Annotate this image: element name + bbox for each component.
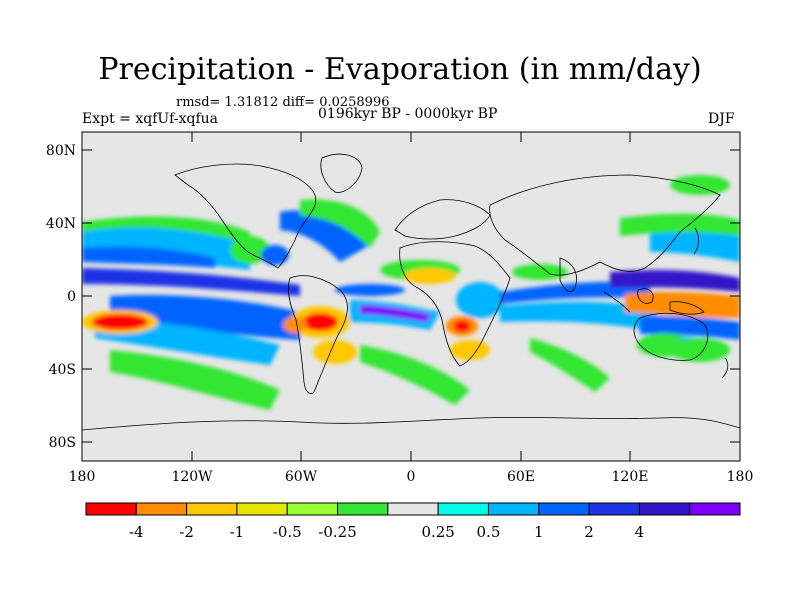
west-africa-orange: [404, 268, 456, 284]
rmsd-diff-stats: rmsd= 1.31812 diff= 0.0258996: [176, 95, 390, 110]
equatorial-pacific-band: [82, 268, 300, 296]
colorbar-swatch: [286, 502, 339, 516]
sumatra-coast: [603, 291, 631, 313]
southeast-pacific-dry-core: [92, 314, 148, 330]
colorbar-swatch: [588, 502, 640, 516]
lon-label-120w: 120W: [171, 469, 213, 485]
south-pacific-blue: [110, 294, 300, 340]
colorbar-label: 4: [635, 523, 645, 541]
north-pacific-wet-core: [82, 246, 215, 268]
southern-ocean-east-green: [670, 338, 730, 362]
antarctica-coast: [82, 417, 740, 431]
south-america-coast: [288, 275, 348, 394]
japan-coast: [693, 227, 700, 255]
lon-label-120e: 120E: [612, 469, 649, 485]
colorbar-label: -0.25: [318, 523, 356, 541]
colorbar-label: -1: [230, 523, 245, 541]
southern-ocean-indian-green: [530, 338, 610, 392]
time-period-label: 0196kyr BP - 0000kyr BP: [318, 106, 498, 122]
lon-label-0: 0: [407, 469, 416, 485]
west-pacific-purple: [610, 270, 740, 292]
siberia-green: [670, 175, 730, 195]
lon-label-180e: 180: [727, 469, 754, 485]
southern-ocean-pacific-green: [110, 350, 280, 410]
northwest-pacific-green: [620, 213, 740, 236]
lat-label-40n: 40N: [46, 216, 76, 232]
northwest-pacific-blue: [650, 227, 740, 262]
greenland-coast: [320, 153, 363, 193]
experiment-label: Expt = xqfUf-xqfua: [82, 111, 218, 127]
colorbar-swatch: [689, 502, 741, 516]
colorbar-swatch: [337, 502, 389, 516]
colorbar-swatch: [638, 502, 691, 516]
lat-label-40s: 40S: [49, 362, 76, 378]
africa-coast: [399, 241, 511, 367]
atlantic-itcz: [335, 284, 405, 296]
lon-label-60w: 60W: [285, 469, 318, 485]
colorbar-label: 0.5: [477, 523, 501, 541]
colorbar-swatch: [437, 502, 489, 516]
coastlines: [82, 153, 740, 431]
south-america-south: [313, 340, 357, 364]
colorbar-swatch: [538, 502, 590, 516]
borneo-coast: [637, 288, 654, 304]
lat-label-80s: 80S: [49, 435, 76, 451]
south-atlantic-purple: [360, 305, 430, 322]
colorbar-swatch: [135, 502, 188, 516]
north-atlantic-green: [300, 199, 380, 248]
southern-africa-core: [454, 320, 470, 332]
map-title: Precipitation - Evaporation (in mm/day): [98, 52, 702, 87]
colorbar-label: 1: [534, 523, 544, 541]
lon-label-180w: 180: [69, 469, 96, 485]
lat-label-0: 0: [67, 289, 76, 305]
new-zealand-coast: [721, 357, 729, 379]
gulf-blue: [261, 245, 289, 265]
brazil-dry-orange: [283, 317, 307, 333]
colorbar-label: -4: [129, 523, 144, 541]
colorbar-swatch: [487, 502, 540, 516]
lon-label-60e: 60E: [507, 469, 535, 485]
colorbar-labels: -4 -2 -1 -0.5 -0.25 0.25 0.5 1 2 4: [129, 523, 644, 541]
north-america-coast: [174, 163, 317, 269]
lat-label-80n: 80N: [46, 143, 76, 159]
colorbar-label: 2: [584, 523, 594, 541]
australia-coast: [633, 312, 709, 361]
colorbar-label: -0.5: [273, 523, 302, 541]
arabian-sea-green: [512, 264, 568, 280]
colorbar-swatch: [186, 502, 238, 516]
longitude-axis: [81, 132, 741, 461]
asia-coast: [489, 174, 721, 276]
indian-ocean-cyan: [500, 301, 660, 330]
amazon-dry-core: [302, 313, 338, 331]
colorbar-label: -2: [179, 523, 194, 541]
central-africa-blue: [456, 282, 504, 318]
new-guinea-coast: [669, 301, 705, 315]
precip-evap-field: [82, 175, 740, 410]
colorbar-swatch: [387, 502, 439, 516]
colorbar-swatch: [236, 502, 288, 516]
mexico-green: [230, 236, 270, 264]
africa-south-yellow: [450, 340, 490, 360]
latitude-axis: [82, 149, 740, 443]
india-coast: [559, 257, 577, 293]
colorbar-swatch: [85, 502, 137, 516]
colorbar-label: 0.25: [421, 523, 454, 541]
season-label: DJF: [708, 111, 735, 127]
southern-ocean-atlantic-green: [360, 345, 470, 405]
north-pacific-green-edge: [82, 216, 250, 244]
colorbar: [85, 502, 741, 516]
maritime-dry-orange: [625, 291, 740, 318]
